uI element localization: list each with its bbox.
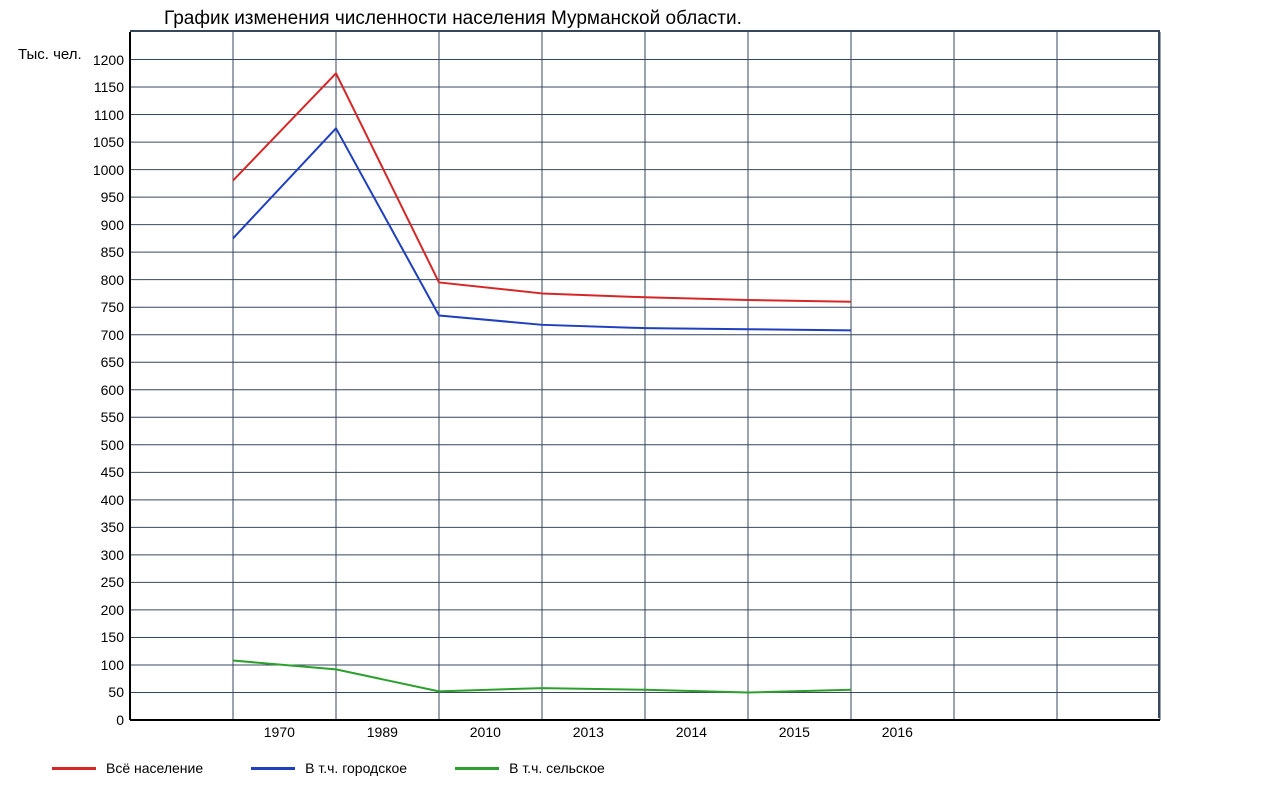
y-tick-label: 1050 <box>93 134 124 150</box>
y-tick-label: 900 <box>101 217 124 233</box>
y-tick-label: 450 <box>101 464 124 480</box>
y-tick-label: 800 <box>101 272 124 288</box>
y-tick-label: 100 <box>101 657 124 673</box>
x-tick-label: 2016 <box>882 724 913 740</box>
y-tick-label: 750 <box>101 299 124 315</box>
legend-swatch <box>52 767 96 770</box>
legend-label: Всё население <box>106 760 203 776</box>
y-tick-label: 1000 <box>93 162 124 178</box>
y-tick-label: 950 <box>101 189 124 205</box>
x-tick-label: 1989 <box>367 724 398 740</box>
series-line <box>233 661 851 693</box>
y-tick-label: 50 <box>108 684 124 700</box>
legend-swatch <box>251 767 295 770</box>
y-tick-label: 600 <box>101 382 124 398</box>
y-axis-label: Тыс. чел. <box>18 46 82 63</box>
legend-item: В т.ч. городское <box>251 760 407 776</box>
x-tick-label: 2010 <box>470 724 501 740</box>
x-tick-label: 2014 <box>676 724 707 740</box>
series-line <box>233 73 851 301</box>
legend-label: В т.ч. сельское <box>509 760 605 776</box>
y-tick-label: 0 <box>116 712 124 728</box>
y-tick-label: 350 <box>101 519 124 535</box>
legend-label: В т.ч. городское <box>305 760 407 776</box>
y-tick-label: 150 <box>101 629 124 645</box>
chart-legend: Всё население В т.ч. городское В т.ч. сель… <box>52 760 605 776</box>
y-tick-label: 300 <box>101 547 124 563</box>
y-tick-label: 850 <box>101 244 124 260</box>
chart-series <box>130 32 1160 720</box>
y-tick-label: 1150 <box>94 79 124 95</box>
x-tick-label: 2015 <box>779 724 810 740</box>
legend-item: В т.ч. сельское <box>455 760 605 776</box>
y-tick-label: 400 <box>101 492 124 508</box>
y-tick-label: 650 <box>101 354 124 370</box>
y-tick-label: 550 <box>101 409 124 425</box>
legend-swatch <box>455 767 499 770</box>
y-tick-label: 1100 <box>94 107 124 123</box>
x-tick-label: 1970 <box>264 724 295 740</box>
y-tick-label: 500 <box>101 437 124 453</box>
y-tick-label: 200 <box>101 602 124 618</box>
x-tick-label: 2013 <box>573 724 604 740</box>
y-tick-label: 700 <box>101 327 124 343</box>
chart-title: График изменения численности населения М… <box>164 8 742 30</box>
chart-plot-area: 0501001502002503003504004505005506006507… <box>130 30 1160 718</box>
y-tick-label: 1200 <box>93 52 124 68</box>
y-tick-label: 250 <box>101 574 124 590</box>
legend-item: Всё население <box>52 760 203 776</box>
